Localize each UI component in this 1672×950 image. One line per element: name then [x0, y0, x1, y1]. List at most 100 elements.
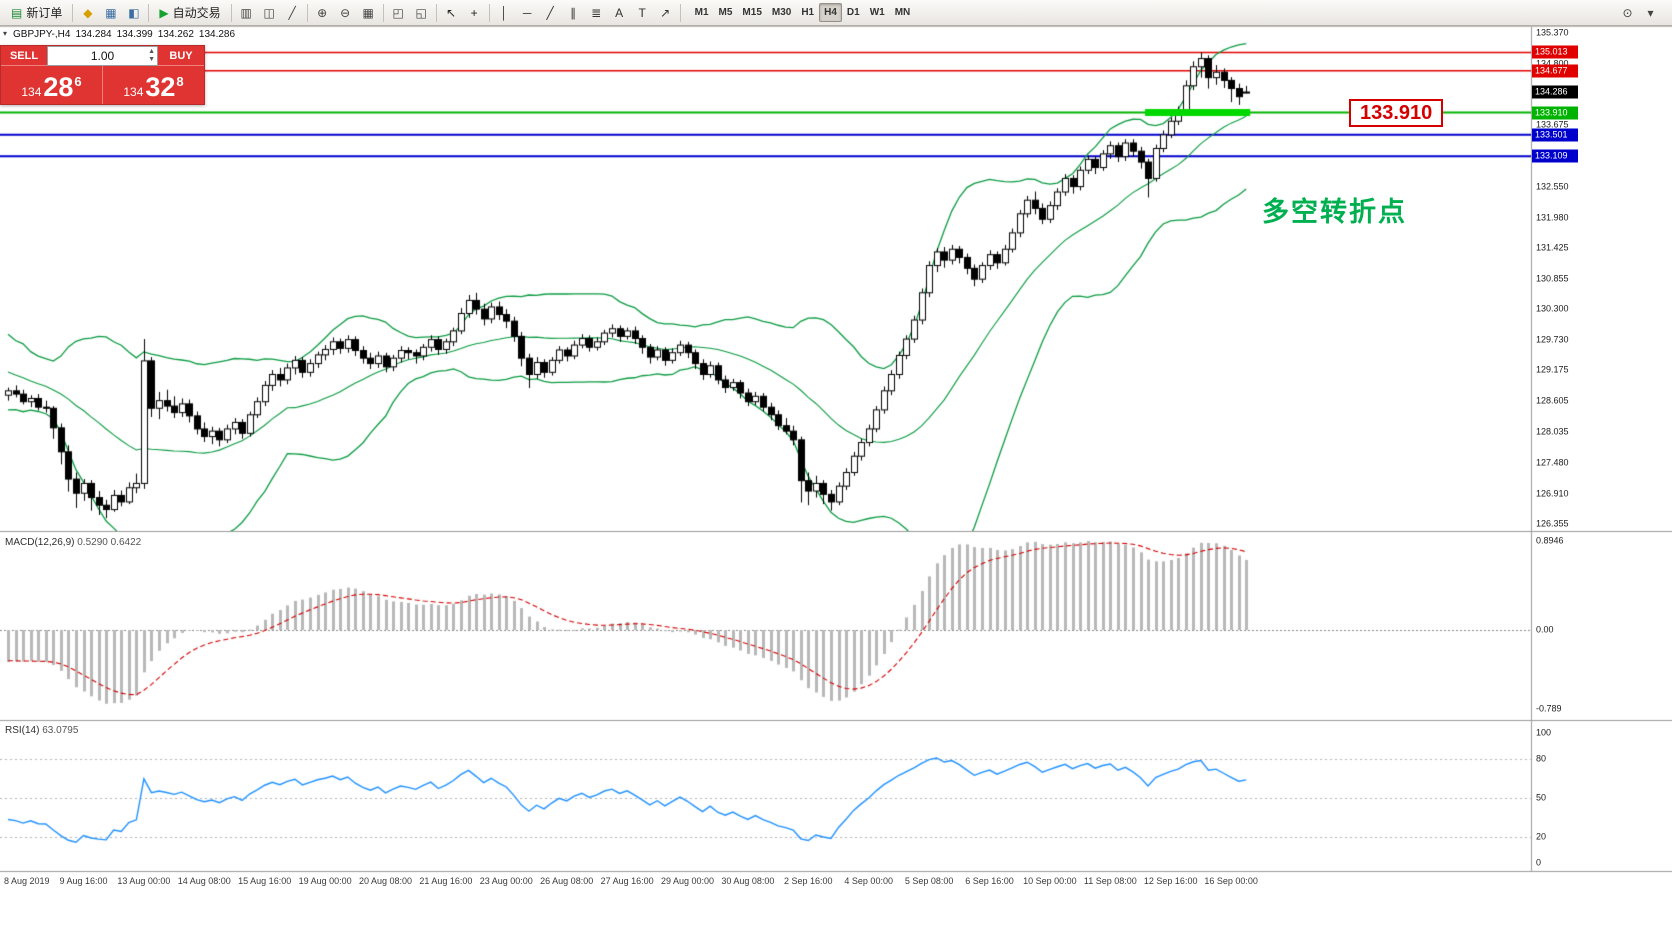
toolbar-separator [382, 3, 384, 22]
toolbar-separator [72, 3, 74, 22]
trendline-icon: ╱ [546, 5, 554, 20]
new-order-button[interactable]: ▤ 新订单 [4, 1, 69, 24]
crosshair-button[interactable]: + [463, 3, 486, 23]
arrange-windows-icon: ◱ [415, 5, 427, 20]
bar-chart-button[interactable]: ▥ [235, 3, 258, 23]
toolbar: ▤ 新订单 ◆ ▦ ◧ ▶ 自动交易 ▥ ◫ ╱ ⊕ ⊖ ▦ ◰ ◱ ↖ + │ ─ ╱ ∥ ≣ A T ↗ M1 M5 M15 M3… [0, 0, 1672, 26]
sell-button[interactable]: SELL [1, 46, 47, 66]
line-chart-button[interactable]: ╱ [281, 3, 304, 23]
new-order-label: 新订单 [26, 6, 63, 20]
volume-up-icon[interactable]: ▲ [148, 48, 155, 55]
toolbar-separator [148, 3, 150, 22]
toolbar-buttons: ▤ 新订单 ◆ ▦ ◧ ▶ 自动交易 ▥ ◫ ╱ ⊕ ⊖ ▦ ◰ ◱ ↖ + │ ─ ╱ ∥ ≣ A T ↗ [4, 1, 684, 24]
chart-profiles-button[interactable]: ▾ [1639, 3, 1662, 23]
timeframe-m30-button[interactable]: M30 [771, 7, 792, 18]
zoom-search-button[interactable]: ⊙ [1616, 3, 1639, 23]
timeframe-m1-button[interactable]: M1 [694, 7, 709, 18]
timeframe-m15-button[interactable]: M15 [742, 7, 762, 18]
buy-button[interactable]: BUY [158, 46, 204, 66]
zoom-in-icon: ⊕ [317, 5, 328, 20]
sell-price-big: 28 [43, 72, 74, 102]
candlestick-chart-button[interactable]: ◫ [258, 3, 281, 23]
new-order-icon: ▤ [11, 5, 23, 20]
chart-symbol-period: GBPJPY-,H4 [13, 29, 71, 40]
fibonacci-button[interactable]: ≣ [585, 3, 608, 23]
arrow-tool-icon: ↗ [660, 5, 671, 20]
arrow-tool-button[interactable]: ↗ [654, 3, 677, 23]
market-watch-icon: ◆ [83, 5, 93, 20]
label-tool-icon: T [638, 5, 646, 20]
price-scale[interactable] [1531, 26, 1672, 872]
chart-info-line: GBPJPY-,H4 134.284 134.399 134.262 134.286 [13, 29, 240, 40]
buy-price-prefix: 134 [123, 85, 144, 99]
fibonacci-icon: ≣ [591, 5, 602, 20]
bar-chart-icon: ▥ [240, 5, 252, 20]
horizontal-line-button[interactable]: ─ [516, 3, 539, 23]
buy-price[interactable]: 134 32 8 [103, 66, 204, 104]
timeframe-mn-button[interactable]: MN [894, 7, 911, 18]
toolbar-separator [435, 3, 437, 22]
label-tool-button[interactable]: T [631, 3, 654, 23]
candlestick-chart-icon: ◫ [263, 5, 275, 20]
volume-spinner[interactable]: ▲ ▼ [148, 48, 155, 64]
rsi-label: RSI(14) 63.0795 [5, 725, 79, 736]
vertical-line-icon: │ [500, 5, 508, 20]
horizontal-line-icon: ─ [522, 5, 532, 20]
zoom-search-icon: ⊙ [1622, 5, 1633, 20]
volume-down-icon[interactable]: ▼ [148, 56, 155, 63]
trendline-button[interactable]: ╱ [539, 3, 562, 23]
autotrading-icon: ▶ [159, 5, 169, 20]
tile-windows-button[interactable]: ▦ [357, 3, 380, 23]
tile-windows-icon: ▦ [362, 5, 374, 20]
turning-point-annotation[interactable]: 多空转折点 [1262, 197, 1407, 227]
crosshair-icon: + [470, 5, 478, 20]
toolbar-right: ⊙ ▾ [1616, 3, 1662, 23]
data-window-icon: ▦ [105, 5, 117, 20]
toolbar-separator [306, 3, 308, 22]
timeframe-d1-button[interactable]: D1 [846, 7, 860, 18]
one-click-trading-panel: SELL 1.00 ▲ ▼ BUY 134 28 6 134 32 8 [0, 45, 205, 105]
price-note-annotation[interactable]: 133.910 [1349, 99, 1444, 127]
cascade-windows-icon: ◰ [392, 5, 404, 20]
toolbar-separator [679, 3, 681, 22]
chart-profiles-icon: ▾ [1647, 5, 1654, 20]
zoom-in-button[interactable]: ⊕ [311, 3, 334, 23]
macd-label: MACD(12,26,9) 0.5290 0.6422 [5, 537, 142, 548]
volume-value: 1.00 [90, 49, 115, 63]
time-axis[interactable] [0, 872, 1672, 892]
cursor-button[interactable]: ↖ [440, 3, 463, 23]
equidistant-channel-icon: ∥ [570, 5, 577, 20]
one-click-collapse-icon[interactable]: ▾ [3, 29, 8, 38]
sell-price-prefix: 134 [21, 85, 42, 99]
zoom-out-icon: ⊖ [340, 5, 351, 20]
toolbar-separator [488, 3, 490, 22]
arrange-windows-button[interactable]: ◱ [410, 3, 433, 23]
buy-price-pip: 8 [176, 74, 184, 89]
bar-close: 134.286 [198, 29, 236, 40]
data-window-button[interactable]: ▦ [99, 3, 122, 23]
timeframe-h1-button[interactable]: H1 [801, 7, 815, 18]
vertical-line-button[interactable]: │ [493, 3, 516, 23]
text-tool-button[interactable]: A [608, 3, 631, 23]
line-chart-icon: ╱ [288, 5, 296, 20]
bar-open: 134.284 [75, 29, 112, 40]
equidistant-channel-button[interactable]: ∥ [562, 3, 585, 23]
text-tool-icon: A [615, 5, 624, 20]
market-watch-button[interactable]: ◆ [76, 3, 99, 23]
volume-field[interactable]: 1.00 ▲ ▼ [47, 46, 158, 66]
timeframe-w1-button[interactable]: W1 [869, 7, 885, 18]
bar-low: 134.262 [157, 29, 194, 40]
timeframe-toolbar: M1 M5 M15 M30 H1 H4 D1 W1 MN [690, 3, 916, 22]
autotrading-label: 自动交易 [172, 6, 221, 20]
navigator-button[interactable]: ◧ [122, 3, 145, 23]
bar-high: 134.399 [116, 29, 153, 40]
buy-price-big: 32 [145, 72, 176, 102]
cascade-windows-button[interactable]: ◰ [387, 3, 410, 23]
zoom-out-button[interactable]: ⊖ [334, 3, 357, 23]
timeframe-m5-button[interactable]: M5 [718, 7, 733, 18]
chart-plot-area[interactable] [0, 26, 1531, 872]
timeframe-h4-button[interactable]: H4 [819, 3, 842, 22]
autotrading-button[interactable]: ▶ 自动交易 [152, 1, 227, 24]
navigator-icon: ◧ [128, 5, 140, 20]
sell-price[interactable]: 134 28 6 [1, 66, 103, 104]
